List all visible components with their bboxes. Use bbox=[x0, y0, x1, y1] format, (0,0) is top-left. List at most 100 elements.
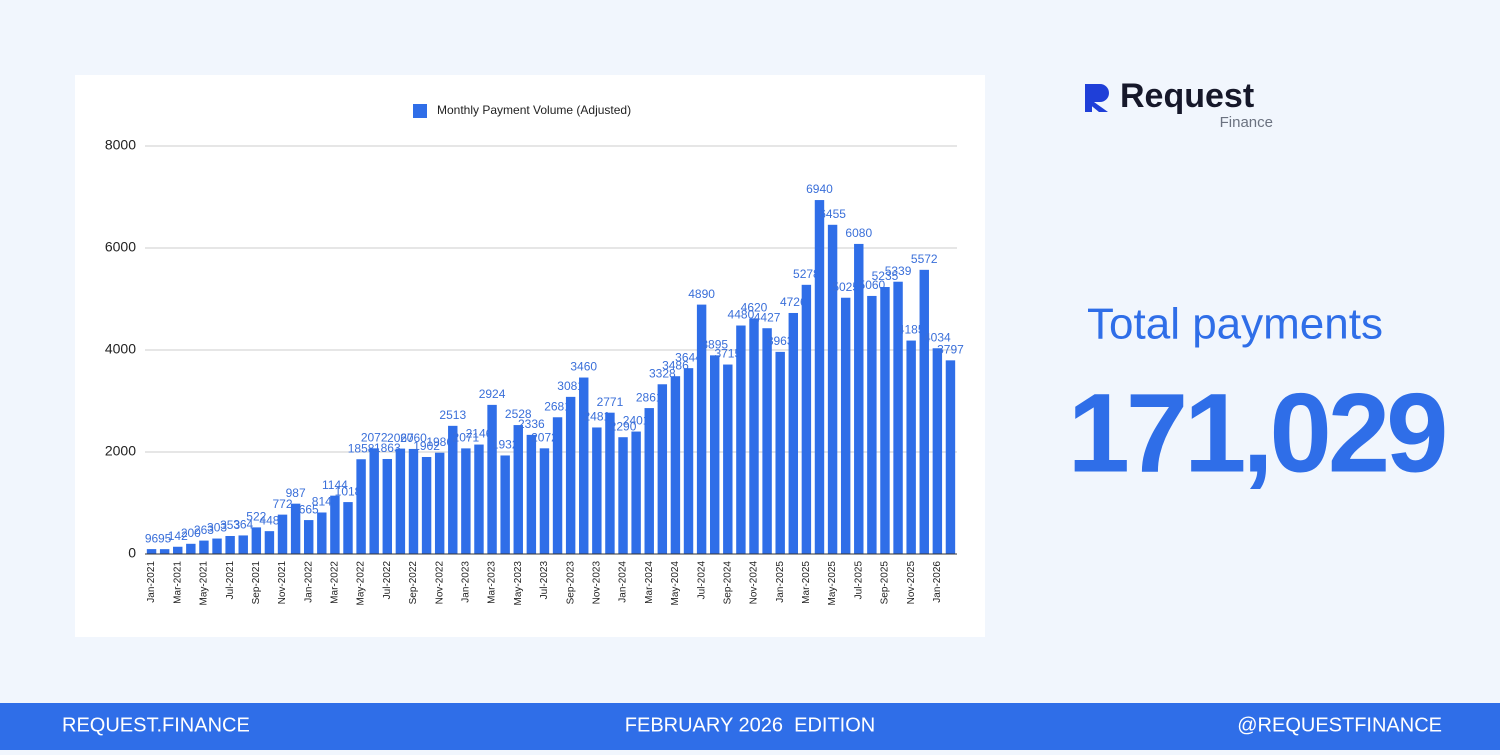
data-label: 2771 bbox=[597, 395, 624, 409]
bar bbox=[683, 368, 694, 554]
data-label: 1018 bbox=[335, 484, 362, 498]
stat-value: 171,029 bbox=[1068, 371, 1446, 496]
bar bbox=[303, 520, 314, 554]
data-label: 1932 bbox=[492, 438, 519, 452]
bar bbox=[369, 448, 379, 554]
bar bbox=[146, 549, 157, 554]
x-tick-label: Nov-2021 bbox=[277, 561, 288, 605]
x-tick-label: Sep-2021 bbox=[251, 561, 262, 605]
data-label: 364 bbox=[233, 518, 253, 532]
x-tick-label: Mar-2022 bbox=[330, 561, 341, 604]
bar bbox=[605, 412, 615, 554]
x-tick-label: Jul-2024 bbox=[696, 561, 707, 600]
data-label: 4034 bbox=[924, 330, 951, 344]
bar bbox=[251, 527, 262, 554]
data-label: 4620 bbox=[741, 301, 768, 315]
legend-swatch bbox=[413, 104, 427, 118]
data-label: 95 bbox=[158, 531, 172, 545]
x-tick-label: Sep-2022 bbox=[408, 561, 419, 605]
data-label: 5339 bbox=[885, 264, 912, 278]
bar bbox=[330, 495, 340, 554]
data-label: 1902 bbox=[413, 439, 440, 453]
bar bbox=[238, 535, 248, 554]
data-label: 448 bbox=[259, 513, 279, 527]
x-tick-label: Jan-2024 bbox=[618, 561, 629, 603]
x-tick-label: Jan-2022 bbox=[303, 561, 314, 603]
bar bbox=[539, 448, 550, 554]
data-label: 1863 bbox=[374, 441, 401, 455]
data-label: 4890 bbox=[688, 287, 715, 301]
bar bbox=[762, 328, 772, 554]
bar bbox=[814, 200, 825, 554]
footer-bar bbox=[0, 703, 1500, 750]
bar bbox=[186, 543, 196, 554]
bar bbox=[513, 425, 523, 554]
bar bbox=[618, 437, 628, 554]
data-label: 2290 bbox=[610, 419, 637, 433]
bar bbox=[461, 448, 471, 554]
data-label: 3328 bbox=[649, 366, 676, 380]
data-label: 2072 bbox=[361, 430, 388, 444]
brand-sub: Finance bbox=[1220, 114, 1273, 131]
x-tick-label: Mar-2021 bbox=[172, 561, 183, 604]
brand-name: Request bbox=[1120, 77, 1254, 115]
data-label: 6940 bbox=[806, 182, 833, 196]
x-tick-label: Nov-2025 bbox=[906, 561, 917, 605]
data-label: 3715 bbox=[714, 347, 741, 361]
x-tick-label: Mar-2025 bbox=[801, 561, 812, 604]
legend-label: Monthly Payment Volume (Adjusted) bbox=[437, 103, 631, 117]
bar bbox=[395, 448, 406, 554]
data-label: 5278 bbox=[793, 267, 820, 281]
bar bbox=[290, 503, 301, 554]
bar bbox=[264, 531, 275, 554]
bar bbox=[709, 355, 720, 554]
bar bbox=[696, 304, 707, 554]
data-label: 1858 bbox=[348, 441, 375, 455]
data-label: 2072 bbox=[531, 430, 558, 444]
data-label: 353 bbox=[220, 518, 240, 532]
bar bbox=[552, 417, 563, 554]
data-label: 2481 bbox=[583, 410, 610, 424]
bar bbox=[592, 427, 602, 554]
bar bbox=[474, 444, 484, 554]
bar bbox=[840, 297, 851, 554]
stat-label: Total payments bbox=[1087, 300, 1383, 349]
data-label: 2071 bbox=[453, 431, 480, 445]
data-label: 5025 bbox=[832, 280, 859, 294]
data-label: 772 bbox=[273, 497, 293, 511]
bar bbox=[579, 377, 589, 554]
data-label: 263 bbox=[194, 523, 214, 537]
bar bbox=[932, 348, 943, 554]
x-tick-label: Mar-2023 bbox=[487, 561, 498, 604]
data-label: 2336 bbox=[518, 417, 545, 431]
bar bbox=[906, 340, 916, 554]
data-label: 2924 bbox=[479, 387, 506, 401]
data-label: 987 bbox=[286, 486, 306, 500]
data-label: 96 bbox=[145, 531, 159, 545]
bar bbox=[945, 360, 956, 554]
footer-center: FEBRUARY 2026 EDITION bbox=[625, 714, 875, 736]
data-label: 3797 bbox=[937, 343, 964, 357]
y-tick-label: 8000 bbox=[105, 137, 136, 153]
bar bbox=[343, 502, 353, 554]
data-label: 3644 bbox=[675, 350, 702, 364]
data-label: 4726 bbox=[780, 295, 807, 309]
data-label: 665 bbox=[299, 502, 319, 516]
bar bbox=[631, 431, 641, 554]
footer-right: @REQUESTFINANCE bbox=[1237, 714, 1442, 736]
data-label: 2513 bbox=[439, 408, 466, 422]
bar bbox=[421, 456, 432, 554]
x-tick-label: Jul-2023 bbox=[539, 561, 550, 600]
bar bbox=[199, 540, 209, 554]
bar bbox=[277, 514, 288, 554]
data-label: 2401 bbox=[623, 414, 650, 428]
data-label: 2060 bbox=[400, 431, 427, 445]
bar bbox=[788, 312, 799, 554]
data-label: 4427 bbox=[754, 310, 781, 324]
data-label: 3460 bbox=[570, 360, 597, 374]
bar bbox=[775, 351, 785, 554]
x-tick-label: Jul-2025 bbox=[853, 561, 864, 600]
bar bbox=[212, 538, 222, 554]
x-tick-label: Sep-2024 bbox=[722, 561, 733, 605]
bar bbox=[657, 384, 668, 554]
